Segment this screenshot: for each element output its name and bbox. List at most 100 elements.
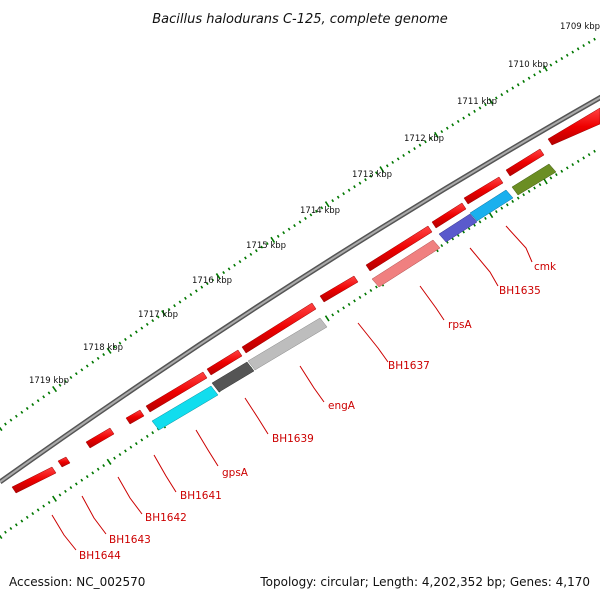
bh1635b-feature[interactable] [438, 213, 478, 243]
minor-tick [429, 136, 433, 140]
gene-label-bh1643[interactable]: BH1643 [109, 534, 151, 546]
gene-label-bh1635[interactable]: BH1635 [499, 285, 541, 297]
gene-labels: cmk BH1635 rpsA BH1637 engA BH1639 gpsA … [79, 261, 557, 562]
gene-label-bh1637[interactable]: BH1637 [388, 360, 430, 372]
tick-label: 1711 kbp [457, 97, 497, 107]
gene-label-bh1641[interactable]: BH1641 [180, 490, 222, 502]
gene-label-bh1642[interactable]: BH1642 [145, 512, 187, 524]
minor-tick [456, 119, 460, 123]
gene-feature[interactable] [241, 302, 317, 354]
minor-tick [249, 252, 253, 256]
minor-tick [167, 307, 171, 311]
minor-tick [560, 57, 564, 61]
minor-tick [440, 244, 444, 248]
cmk-feature[interactable] [511, 163, 557, 196]
minor-tick [582, 44, 585, 48]
minor-tick [522, 193, 525, 197]
minor-tick [587, 40, 591, 44]
gene-label-enga[interactable]: engA [328, 400, 356, 412]
minor-tick [549, 63, 553, 67]
minor-tick [118, 453, 122, 457]
minor-tick [484, 216, 487, 220]
minor-tick [385, 164, 389, 168]
minor-tick [173, 304, 176, 308]
minor-tick [445, 126, 449, 130]
minor-tick [4, 422, 7, 426]
gene-feature[interactable] [463, 176, 504, 205]
minor-tick [347, 188, 351, 192]
minor-tick [571, 163, 575, 167]
minor-tick [31, 403, 35, 407]
minor-tick [364, 178, 367, 182]
gene-feature[interactable] [85, 427, 115, 449]
minor-tick [304, 216, 307, 220]
minor-tick [555, 173, 558, 177]
minor-tick [58, 383, 62, 387]
minor-tick [576, 47, 580, 51]
gene-feature[interactable] [319, 275, 359, 303]
gpsA-feature[interactable] [151, 385, 219, 431]
minor-tick [69, 486, 73, 490]
gene-feature[interactable] [431, 202, 467, 229]
bh1639-feature[interactable] [211, 361, 255, 393]
minor-tick [25, 515, 29, 519]
gene-feature[interactable] [145, 371, 208, 413]
engA-feature[interactable] [247, 317, 328, 371]
minor-tick [85, 475, 89, 479]
gene-feature[interactable] [505, 148, 545, 177]
minor-tick [462, 116, 465, 120]
forward-strand-genes [11, 107, 600, 494]
minor-tick [451, 123, 455, 127]
gene-feature[interactable] [57, 456, 71, 468]
gene-feature[interactable] [206, 349, 243, 376]
rpsA-feature[interactable] [371, 239, 441, 288]
minor-tick [227, 267, 231, 271]
minor-tick [358, 295, 362, 299]
gene-label-bh1639[interactable]: BH1639 [272, 433, 314, 445]
minor-tick [315, 209, 318, 213]
minor-tick [47, 391, 51, 395]
minor-tick [184, 296, 187, 300]
minor-tick [96, 356, 100, 360]
gene-feature[interactable] [125, 409, 145, 425]
minor-tick [293, 224, 296, 228]
minor-tick [47, 500, 51, 504]
minor-tick [91, 471, 95, 475]
minor-tick [478, 220, 482, 224]
tick-label: 1713 kbp [352, 170, 392, 180]
minor-tick [505, 89, 509, 93]
minor-tick [145, 322, 149, 326]
minor-tick [113, 456, 116, 460]
bh1635-feature[interactable] [469, 189, 514, 222]
minor-tick [42, 504, 46, 508]
minor-tick [353, 299, 356, 303]
minor-tick [134, 330, 138, 334]
minor-tick [593, 149, 596, 153]
gene-label-cmk[interactable]: cmk [534, 261, 557, 273]
minor-tick [331, 313, 335, 317]
minor-tick [113, 345, 116, 349]
gene-feature[interactable] [11, 466, 57, 494]
highlighted-genes [151, 163, 557, 431]
minor-tick [342, 192, 345, 196]
minor-tick [14, 523, 18, 527]
minor-tick [587, 153, 591, 157]
gene-feature[interactable] [547, 107, 600, 146]
gene-label-gpsa[interactable]: gpsA [222, 467, 249, 479]
gene-feature[interactable] [365, 225, 433, 272]
major-tick [434, 131, 439, 139]
minor-tick [282, 231, 286, 235]
minor-tick [505, 203, 509, 207]
minor-tick [500, 93, 504, 97]
major-tick [215, 273, 221, 280]
minor-tick [424, 140, 427, 144]
minor-tick [413, 147, 416, 151]
minor-tick [254, 249, 258, 253]
gene-label-rpsa[interactable]: rpsA [448, 319, 472, 331]
minor-tick [124, 449, 127, 453]
minor-tick [25, 406, 29, 410]
minor-tick [467, 227, 471, 231]
minor-tick [20, 410, 24, 414]
minor-tick [309, 213, 313, 217]
gene-label-bh1644[interactable]: BH1644 [79, 550, 121, 562]
